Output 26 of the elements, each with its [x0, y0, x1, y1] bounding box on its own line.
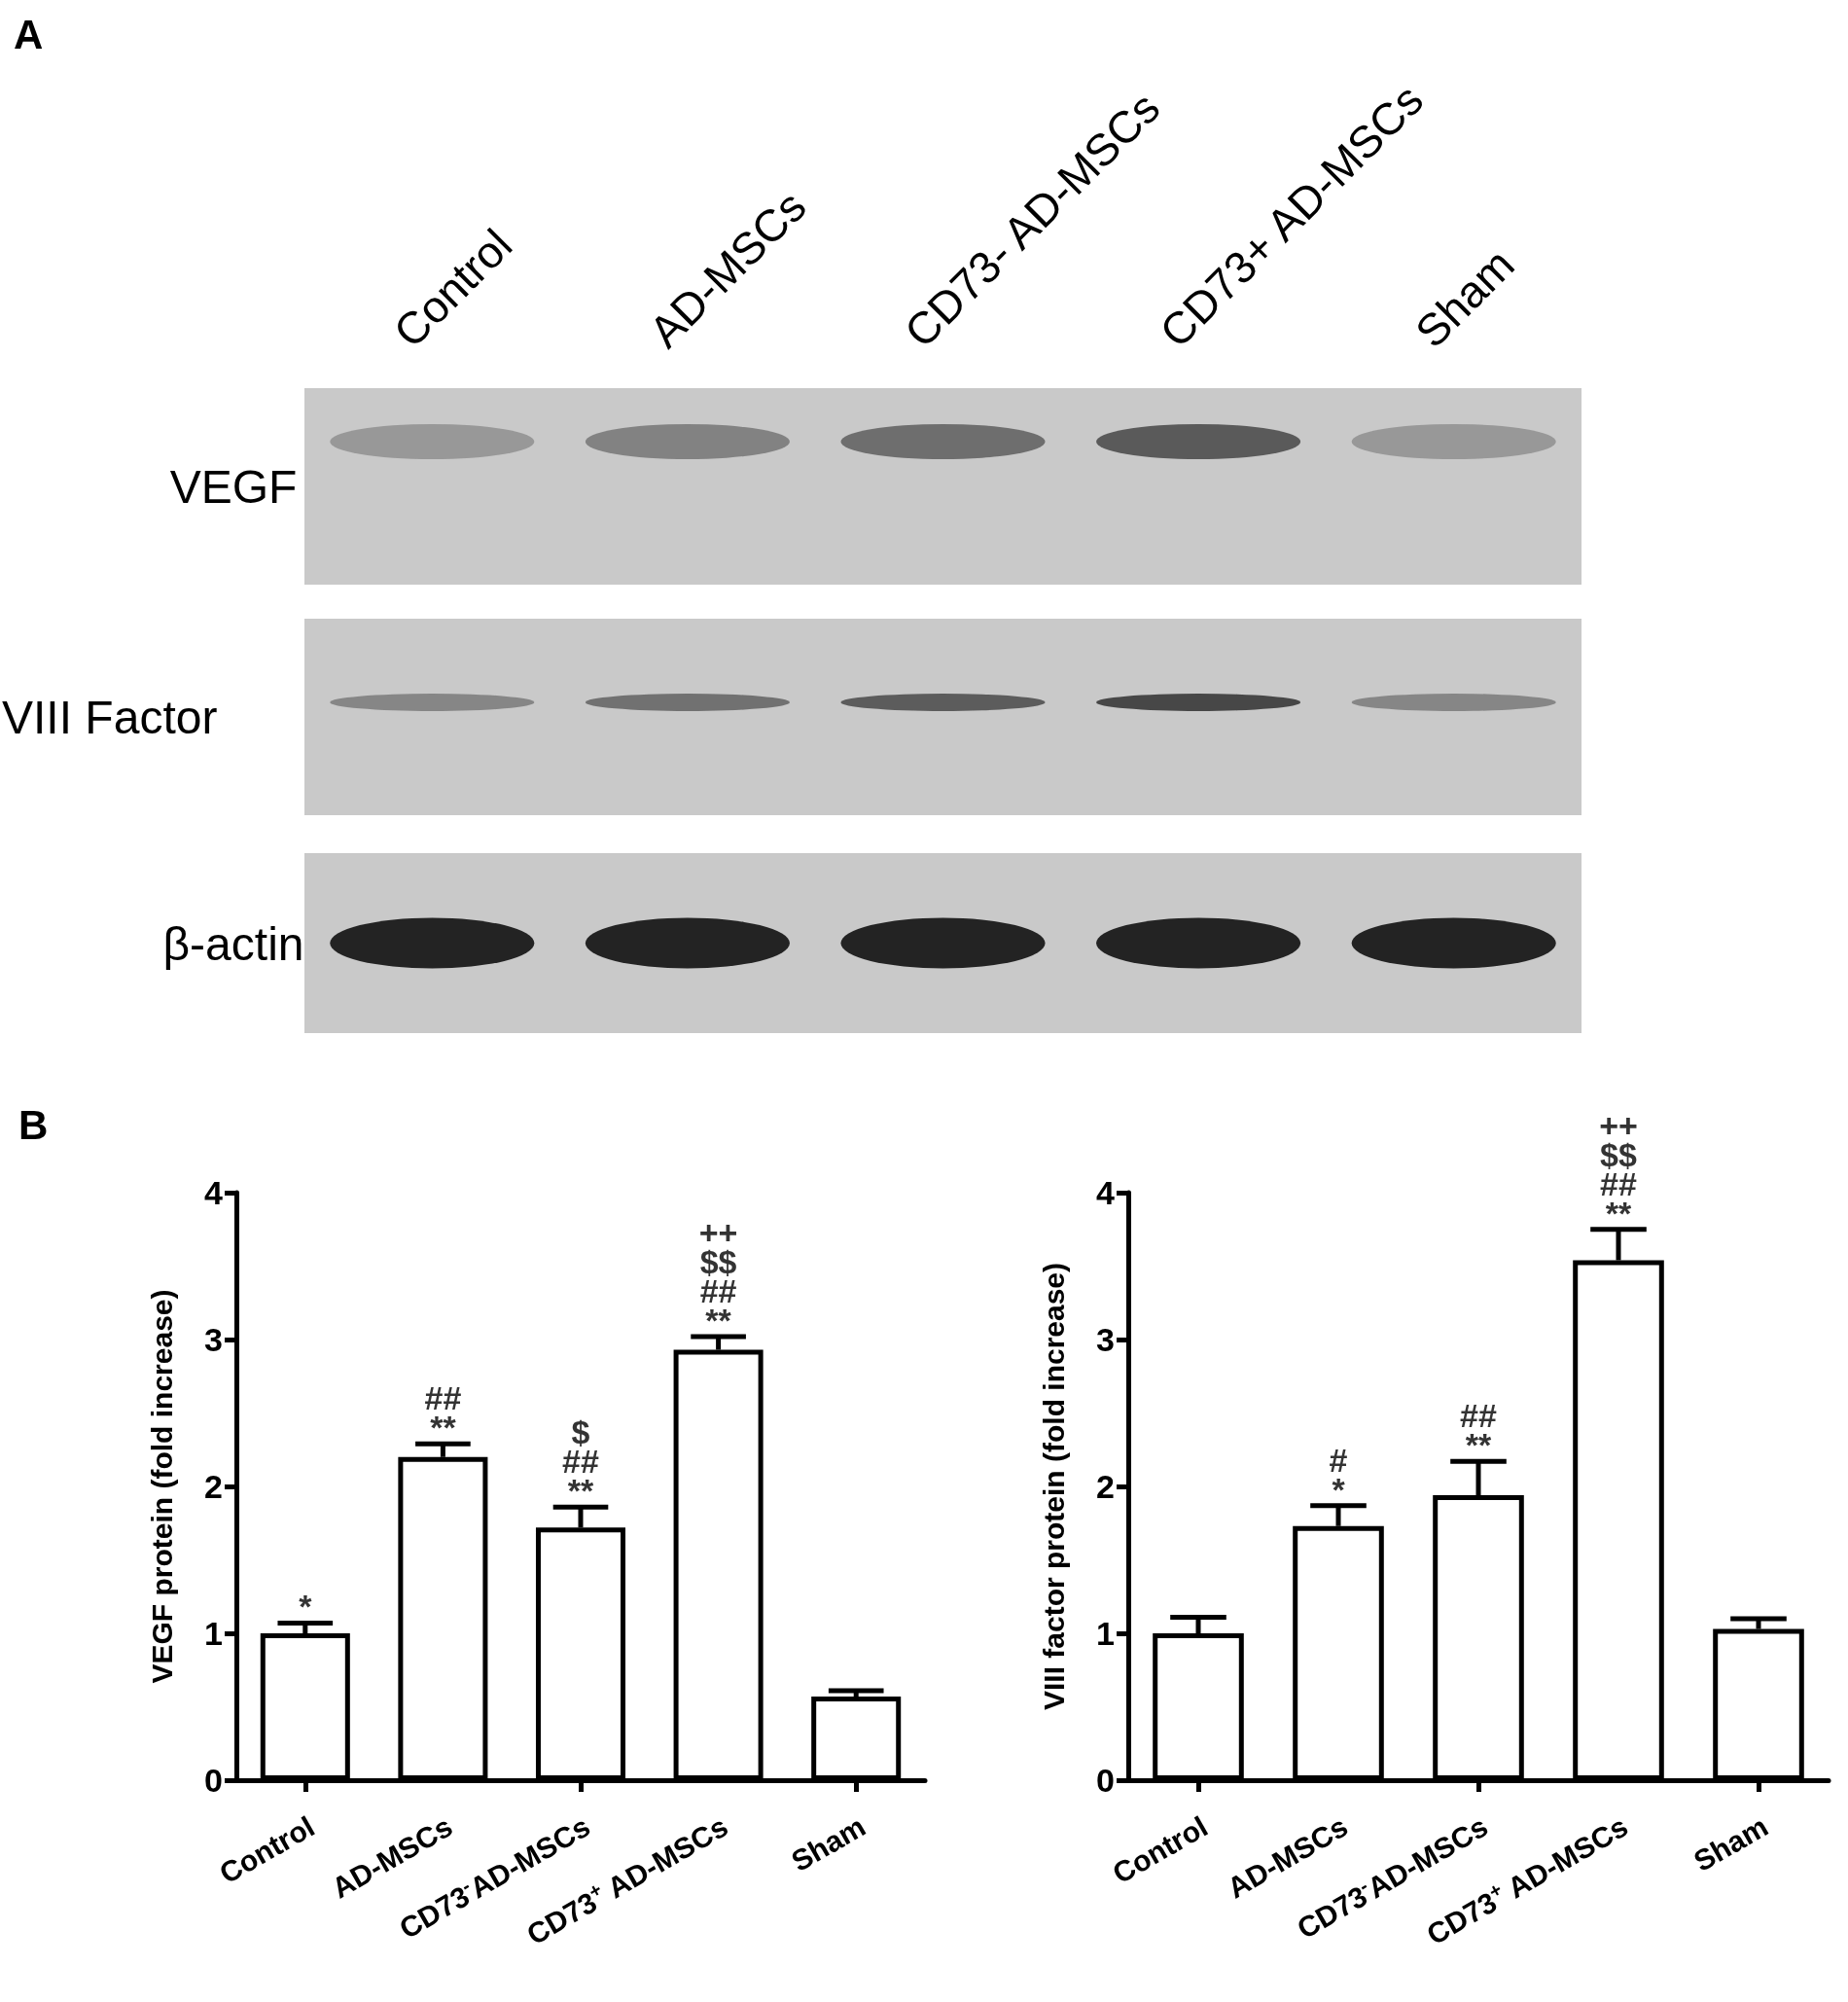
- annotation: ## **: [424, 1379, 462, 1447]
- y-tick-label: 4: [204, 1174, 224, 1211]
- y-axis-title: VIII factor protein (fold increase): [1037, 1262, 1070, 1711]
- category-label: β-actin: [162, 917, 304, 970]
- chart-title: B: [18, 1101, 49, 1148]
- category-label: VEGF: [169, 461, 298, 513]
- y-tick-label: 2: [1096, 1468, 1115, 1505]
- annotation: *: [299, 1588, 313, 1626]
- x-tick-label: Sham: [785, 1809, 871, 1878]
- y-tick-label: 3: [1096, 1321, 1115, 1358]
- annotation: ++ $$ ## **: [1599, 1106, 1638, 1232]
- y-tick-label: 3: [204, 1321, 223, 1358]
- text: A: [14, 12, 44, 57]
- y-tick-label: 0: [1096, 1762, 1115, 1799]
- y-tick-label: 4: [1096, 1174, 1116, 1211]
- x-tick-label: Sham: [1688, 1809, 1773, 1878]
- y-tick-label: 0: [204, 1762, 223, 1799]
- y-tick-label: 2: [204, 1468, 223, 1505]
- annotation: # *: [1329, 1441, 1348, 1508]
- category-label: VIII Factor: [2, 692, 218, 743]
- annotation: ## **: [1460, 1397, 1497, 1464]
- y-tick-label: 1: [1096, 1615, 1115, 1652]
- y-axis-title: VEGF protein (fold increase): [145, 1289, 178, 1684]
- annotation: $ ## **: [562, 1413, 599, 1510]
- y-tick-label: 1: [204, 1615, 223, 1652]
- annotation: ++ $$ ## **: [698, 1213, 738, 1339]
